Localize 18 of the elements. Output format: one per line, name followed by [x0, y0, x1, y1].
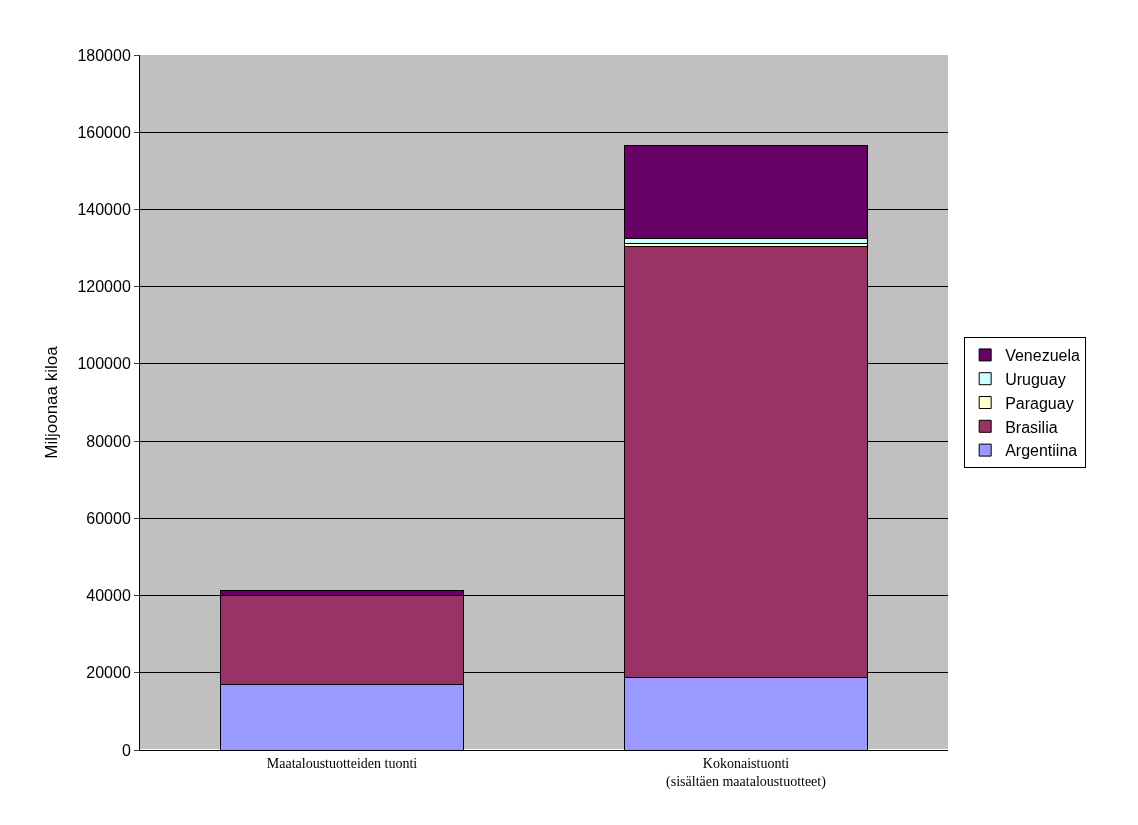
y-tick-label: 120000: [77, 278, 131, 296]
legend-label: Brasilia: [1005, 418, 1058, 436]
y-axis-title: Miljoonaa kiloa: [41, 345, 61, 459]
y-tick-label: 100000: [77, 355, 131, 373]
y-tick-label: 80000: [86, 432, 131, 450]
y-tick-label: 20000: [86, 664, 131, 682]
y-tick-label: 160000: [77, 123, 131, 141]
legend-label: Paraguay: [1005, 394, 1074, 412]
x-tick-label: Maataloustuotteiden tuonti: [266, 755, 418, 771]
y-tick-label: 180000: [77, 46, 131, 64]
x-tick-label: Kokonaistuonti (sisältäen maataloustuotteet): [666, 755, 827, 790]
y-tick-label: 40000: [86, 587, 131, 605]
legend-label: Uruguay: [1005, 370, 1066, 388]
y-tick-label: 60000: [86, 509, 131, 527]
y-tick-label: 0: [121, 741, 131, 759]
y-tick-label: 140000: [77, 201, 131, 219]
legend-label: Venezuela: [1005, 347, 1080, 365]
legend-label: Argentiina: [1005, 442, 1078, 460]
